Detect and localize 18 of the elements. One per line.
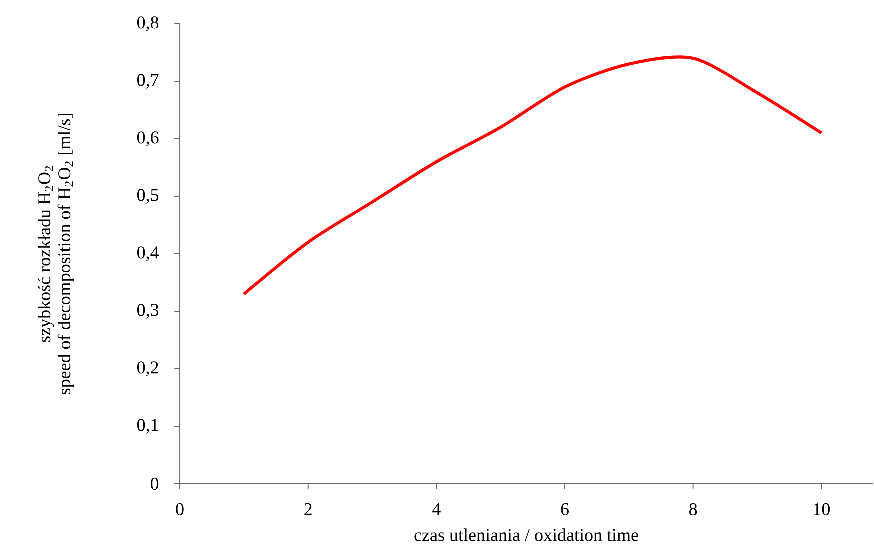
text: szybkość rozkładu H$_{2}$O$_{2}$ speed of decomposition of H$_{2}$O$_{2}$ [ml/s] [38, 114, 74, 394]
line-series [242, 56, 824, 296]
y-tick-label: 0,4 [137, 246, 160, 262]
x-tick-label: 4 [432, 503, 441, 516]
y-tick-label: 0,2 [137, 362, 158, 376]
x-tick-label: 2 [304, 503, 312, 516]
x-tick-label: 10 [814, 503, 830, 516]
x-axis-title: czas utleniania / oxidation time [414, 528, 638, 542]
y-tick-label: 0,7 [137, 74, 159, 89]
x-tick-label: 0 [176, 503, 184, 516]
y-tick-label: 0 [150, 478, 159, 490]
y-tick-label: 0,5 [137, 189, 159, 204]
y-tick-label: 0,3 [137, 304, 159, 319]
y-tick-label: 0,6 [137, 132, 159, 146]
y-tick-label: 0,8 [137, 16, 159, 32]
x-tick-label: 8 [690, 503, 698, 516]
y-tick-label: 0,1 [137, 419, 158, 434]
x-tick-label: 6 [561, 503, 569, 516]
